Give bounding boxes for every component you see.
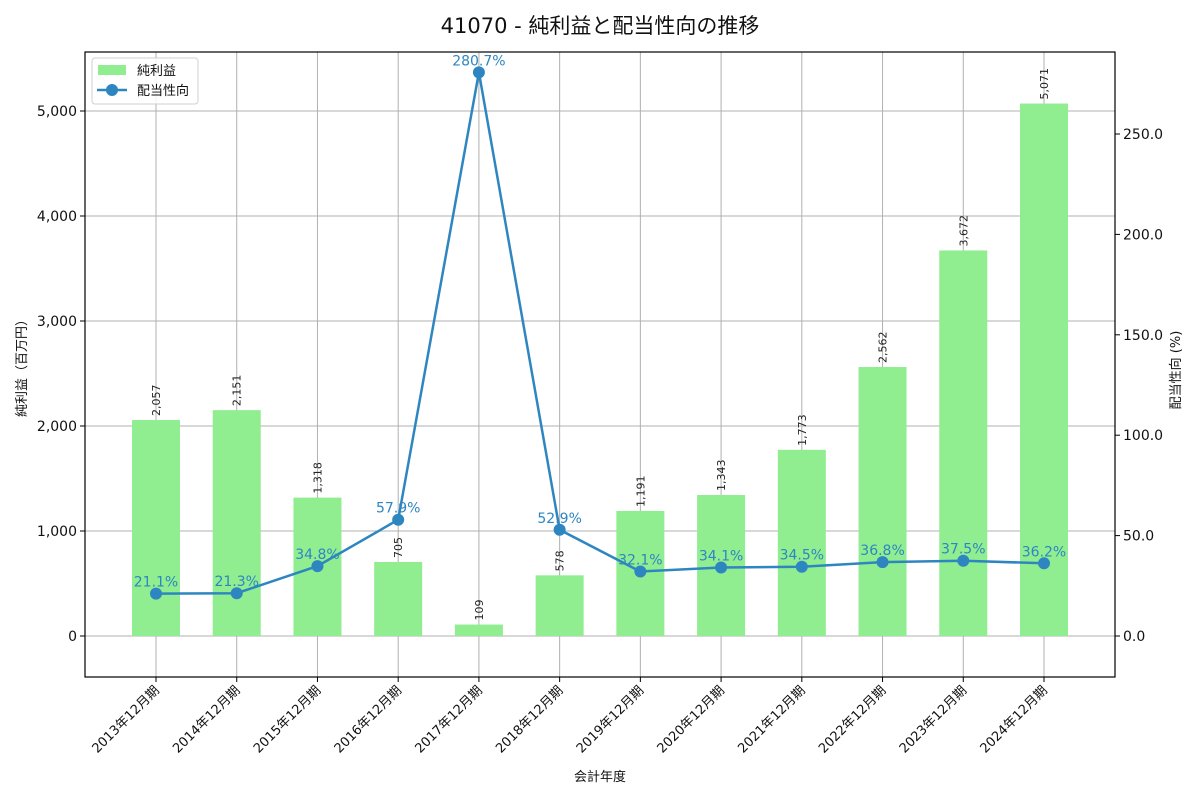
bar-value-label: 109 bbox=[473, 600, 486, 621]
bar bbox=[132, 420, 180, 636]
bar-value-label: 2,562 bbox=[877, 331, 890, 363]
bar-value-label: 2,057 bbox=[150, 385, 163, 417]
left-tick-label: 4,000 bbox=[37, 209, 77, 225]
line-marker bbox=[553, 523, 566, 536]
line-value-label: 34.1% bbox=[699, 549, 743, 565]
line-marker bbox=[472, 66, 485, 79]
bar-value-label: 1,773 bbox=[796, 414, 809, 446]
bar bbox=[1020, 103, 1068, 637]
line-value-label: 21.3% bbox=[214, 574, 258, 590]
right-tick-label: 50.0 bbox=[1123, 529, 1154, 545]
left-tick-label: 3,000 bbox=[37, 314, 77, 330]
left-tick-label: 2,000 bbox=[37, 419, 77, 435]
bar bbox=[777, 449, 826, 636]
x-tick-label: 2014年12月期 bbox=[170, 683, 243, 756]
x-tick-label: 2021年12月期 bbox=[735, 683, 808, 756]
line-labels: 21.1% 21.3% 34.8% 57.9% 280.7% 52.9% 32.1% 34.1… bbox=[134, 53, 1066, 590]
bar bbox=[535, 575, 584, 636]
left-tick-label: 1,000 bbox=[37, 524, 77, 540]
legend-label-payout-ratio: 配当性向 bbox=[137, 83, 189, 99]
bar-value-label: 3,672 bbox=[957, 215, 970, 247]
right-tick-label: 250.0 bbox=[1123, 127, 1163, 143]
x-axis-label: 会計年度 bbox=[574, 769, 626, 785]
line-marker bbox=[1038, 557, 1050, 570]
x-tick-label: 2016年12月期 bbox=[332, 683, 405, 756]
bar-value-label: 5,071 bbox=[1038, 68, 1051, 100]
left-axis-label: 純利益（百万円） bbox=[15, 313, 30, 417]
bar-value-label: 1,318 bbox=[311, 462, 324, 494]
line-marker bbox=[311, 560, 324, 573]
bar-value-label: 705 bbox=[392, 537, 405, 558]
line-value-label: 21.1% bbox=[134, 575, 178, 591]
line-markers bbox=[150, 66, 1050, 600]
right-tick-label: 150.0 bbox=[1123, 328, 1163, 344]
legend-label-net-income: 純利益 bbox=[137, 64, 176, 79]
x-tick-label: 2020年12月期 bbox=[655, 683, 728, 756]
bar-series bbox=[132, 103, 1068, 637]
line-marker bbox=[392, 513, 405, 526]
legend-swatch-marker bbox=[106, 84, 118, 96]
x-tick-label: 2022年12月期 bbox=[816, 683, 889, 756]
right-tick-label: 0.0 bbox=[1123, 629, 1145, 645]
x-tick-label: 2015年12月期 bbox=[251, 683, 324, 756]
bar-value-label: 1,191 bbox=[634, 475, 647, 507]
line-marker bbox=[230, 587, 243, 600]
bar-value-label: 2,151 bbox=[231, 375, 244, 407]
bar bbox=[212, 410, 261, 636]
right-axis-label: 配当性向 (%) bbox=[1168, 331, 1184, 410]
payout-ratio-line bbox=[155, 72, 1045, 595]
bar bbox=[939, 250, 988, 636]
x-tick-label: 2019年12月期 bbox=[574, 683, 647, 756]
line-marker bbox=[876, 556, 889, 569]
plot-frame bbox=[84, 51, 1116, 678]
chart-title: 41070 - 純利益と配当性向の推移 bbox=[440, 14, 760, 38]
line-marker bbox=[957, 554, 970, 567]
legend-swatch-bar bbox=[98, 65, 126, 75]
line-value-label: 36.8% bbox=[860, 543, 904, 559]
line-value-label: 57.9% bbox=[376, 501, 420, 517]
left-axis: 0 1,000 2,000 3,000 4,000 5,000 bbox=[37, 104, 85, 645]
line-marker bbox=[795, 560, 808, 573]
line-value-label: 52.9% bbox=[537, 511, 581, 527]
x-tick-label: 2024年12月期 bbox=[978, 683, 1051, 756]
line-value-label: 37.5% bbox=[941, 542, 985, 558]
bar-value-label: 578 bbox=[554, 550, 567, 571]
line-value-label: 32.1% bbox=[618, 553, 662, 569]
line-value-label: 280.7% bbox=[452, 53, 505, 69]
right-tick-label: 100.0 bbox=[1123, 428, 1163, 444]
line-value-label: 34.8% bbox=[295, 547, 339, 563]
x-tick-label: 2017年12月期 bbox=[412, 683, 485, 756]
bar-labels: 2,057 2,151 1,318 705 109 578 1,191 1,343 1,773 2… bbox=[150, 68, 1051, 621]
bar bbox=[454, 624, 503, 636]
line-marker bbox=[634, 565, 647, 578]
x-tick-label: 2023年12月期 bbox=[897, 683, 970, 756]
line-value-label: 34.5% bbox=[780, 548, 824, 564]
line-marker bbox=[150, 587, 162, 600]
line-marker bbox=[715, 561, 728, 574]
left-tick-label: 5,000 bbox=[37, 104, 77, 120]
x-axis: 2013年12月期 2014年12月期 2015年12月期 2016年12月期 2017… bbox=[90, 677, 1051, 757]
bar bbox=[858, 366, 907, 636]
right-axis: 0.0 50.0 100.0 150.0 200.0 250.0 bbox=[1115, 127, 1163, 645]
bar bbox=[374, 561, 423, 636]
left-tick-label: 0 bbox=[68, 629, 77, 645]
line-value-label: 36.2% bbox=[1022, 544, 1066, 560]
bar-value-label: 1,343 bbox=[715, 459, 728, 491]
right-tick-label: 200.0 bbox=[1123, 227, 1163, 243]
x-tick-label: 2018年12月期 bbox=[493, 683, 566, 756]
x-tick-label: 2013年12月期 bbox=[90, 683, 163, 756]
